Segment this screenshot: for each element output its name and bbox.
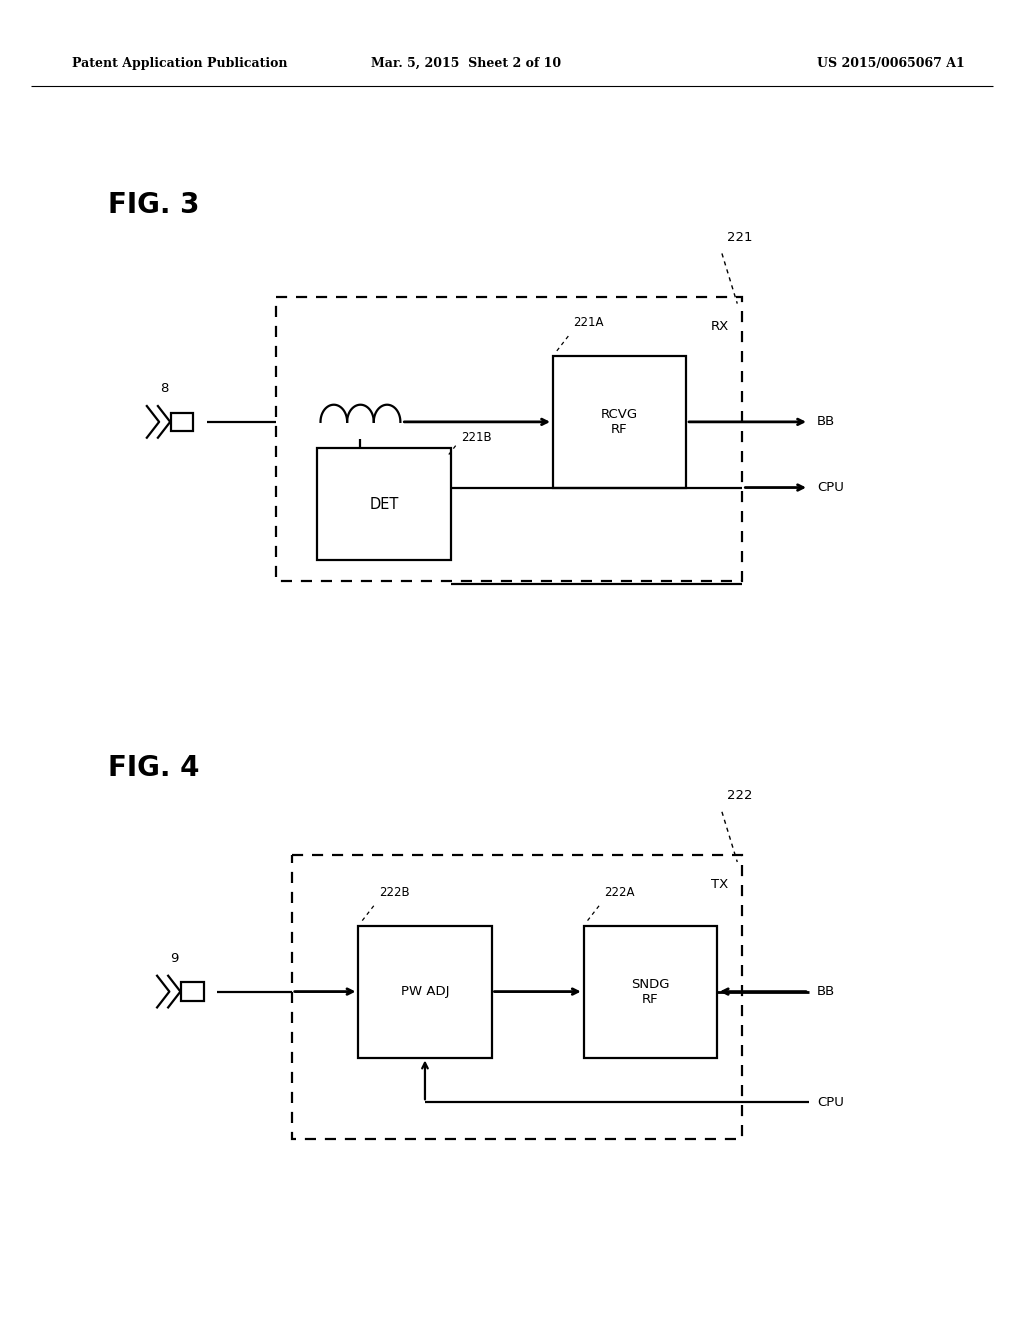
Text: 9: 9: [170, 952, 178, 965]
Bar: [358, 925, 492, 1057]
Text: US 2015/0065067 A1: US 2015/0065067 A1: [817, 57, 965, 70]
Text: 8: 8: [160, 383, 168, 396]
Text: 222B: 222B: [379, 886, 410, 899]
Text: FIG. 4: FIG. 4: [108, 754, 199, 783]
Text: TX: TX: [712, 878, 728, 891]
Text: Patent Application Publication: Patent Application Publication: [72, 57, 287, 70]
Text: CPU: CPU: [817, 480, 844, 494]
Text: 221B: 221B: [461, 432, 492, 445]
Text: Mar. 5, 2015  Sheet 2 of 10: Mar. 5, 2015 Sheet 2 of 10: [371, 57, 561, 70]
Text: 221: 221: [727, 231, 753, 244]
Bar: [292, 855, 742, 1139]
Bar: [584, 925, 717, 1057]
Text: CPU: CPU: [817, 1096, 844, 1109]
Text: 222A: 222A: [604, 886, 635, 899]
Bar: [553, 356, 686, 488]
Text: RCVG
RF: RCVG RF: [601, 408, 638, 436]
Bar: [317, 449, 451, 561]
Bar: [276, 297, 742, 581]
Text: BB: BB: [817, 985, 836, 998]
Bar: [171, 413, 194, 432]
Text: 221A: 221A: [573, 317, 604, 330]
Text: DET: DET: [370, 496, 398, 512]
Text: PW ADJ: PW ADJ: [400, 985, 450, 998]
Text: RX: RX: [711, 319, 729, 333]
Text: BB: BB: [817, 416, 836, 429]
Text: SNDG
RF: SNDG RF: [631, 978, 670, 1006]
Bar: [181, 982, 204, 1001]
Text: 222: 222: [727, 789, 753, 803]
Text: FIG. 3: FIG. 3: [108, 190, 199, 219]
